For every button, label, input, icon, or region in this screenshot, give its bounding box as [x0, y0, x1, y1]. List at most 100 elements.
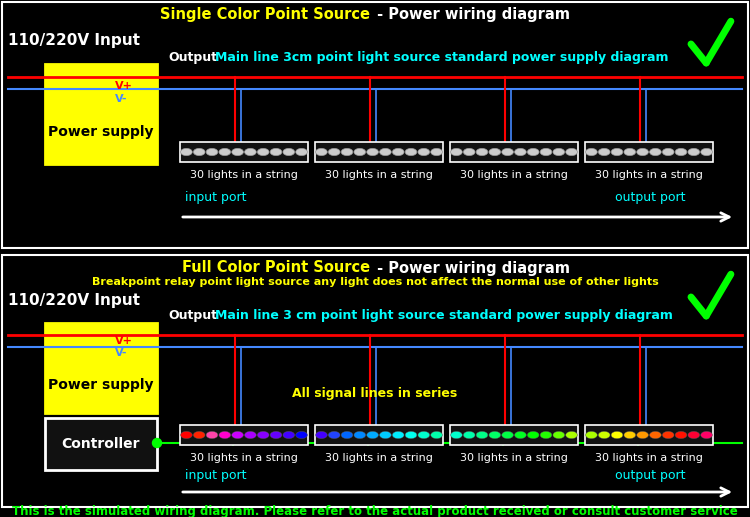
Text: Breakpoint relay point light source any light does not affect the normal use of : Breakpoint relay point light source any … [92, 277, 658, 287]
Ellipse shape [244, 148, 256, 156]
Ellipse shape [296, 431, 307, 438]
Text: output port: output port [615, 190, 686, 204]
Ellipse shape [586, 431, 597, 438]
Ellipse shape [430, 148, 442, 156]
Bar [315, 142, 443, 162]
Text: This is the simulated wiring diagram. Please refer to the actual product receive: This is the simulated wiring diagram. Pl… [12, 505, 738, 517]
Text: input port: input port [185, 190, 247, 204]
Text: 30 lights in a string: 30 lights in a string [460, 453, 568, 463]
Ellipse shape [341, 431, 352, 438]
Bar [2, 2, 748, 248]
Text: V-: V- [115, 348, 127, 358]
Ellipse shape [675, 431, 687, 438]
Text: Controller: Controller [62, 437, 140, 451]
Ellipse shape [700, 148, 712, 156]
Text: - Power wiring diagram: - Power wiring diagram [372, 8, 570, 23]
Ellipse shape [502, 148, 514, 156]
Ellipse shape [206, 148, 218, 156]
Ellipse shape [354, 148, 366, 156]
Ellipse shape [257, 148, 269, 156]
Ellipse shape [418, 148, 430, 156]
Ellipse shape [451, 431, 462, 438]
Ellipse shape [380, 148, 392, 156]
Text: 30 lights in a string: 30 lights in a string [325, 170, 433, 180]
Ellipse shape [367, 148, 379, 156]
Bar [180, 142, 308, 162]
Ellipse shape [662, 148, 674, 156]
Bar [180, 425, 308, 445]
Text: All signal lines in series: All signal lines in series [292, 387, 458, 400]
Text: Output: Output [168, 51, 217, 64]
Ellipse shape [296, 148, 307, 156]
Text: Single Color Point Source: Single Color Point Source [160, 8, 370, 23]
Ellipse shape [316, 431, 327, 438]
Bar [2, 255, 748, 507]
Ellipse shape [367, 431, 379, 438]
Ellipse shape [464, 148, 475, 156]
Ellipse shape [283, 148, 295, 156]
Ellipse shape [354, 431, 366, 438]
Text: output port: output port [615, 468, 686, 481]
Text: V+: V+ [115, 81, 132, 91]
Ellipse shape [194, 431, 205, 438]
Ellipse shape [688, 148, 700, 156]
Ellipse shape [650, 148, 662, 156]
Ellipse shape [476, 431, 488, 438]
Ellipse shape [283, 431, 295, 438]
Ellipse shape [219, 431, 231, 438]
Ellipse shape [566, 431, 578, 438]
Ellipse shape [553, 431, 565, 438]
Text: input port: input port [185, 468, 247, 481]
Ellipse shape [152, 438, 161, 448]
Bar [45, 64, 157, 164]
Ellipse shape [464, 431, 475, 438]
Ellipse shape [566, 148, 578, 156]
Ellipse shape [637, 431, 649, 438]
Bar [585, 425, 713, 445]
Ellipse shape [392, 431, 404, 438]
Ellipse shape [688, 431, 700, 438]
Bar [450, 142, 578, 162]
Ellipse shape [540, 148, 552, 156]
Ellipse shape [489, 431, 501, 438]
Ellipse shape [624, 431, 636, 438]
Ellipse shape [489, 148, 501, 156]
Text: Power supply: Power supply [48, 378, 154, 392]
Ellipse shape [598, 148, 610, 156]
Text: 30 lights in a string: 30 lights in a string [460, 170, 568, 180]
Bar [315, 425, 443, 445]
Text: 30 lights in a string: 30 lights in a string [190, 170, 298, 180]
Ellipse shape [553, 148, 565, 156]
Text: V+: V+ [115, 336, 132, 346]
Ellipse shape [451, 148, 462, 156]
Text: V-: V- [115, 94, 127, 104]
Text: - Power wiring diagram: - Power wiring diagram [372, 261, 570, 276]
Ellipse shape [232, 148, 244, 156]
Ellipse shape [637, 148, 649, 156]
Ellipse shape [527, 431, 539, 438]
Ellipse shape [244, 431, 256, 438]
Bar [45, 418, 157, 470]
Text: 30 lights in a string: 30 lights in a string [190, 453, 298, 463]
Bar [585, 142, 713, 162]
Text: 30 lights in a string: 30 lights in a string [595, 453, 703, 463]
Text: 30 lights in a string: 30 lights in a string [595, 170, 703, 180]
Ellipse shape [611, 148, 622, 156]
Text: Main line 3 cm point light source standard power supply diagram: Main line 3 cm point light source standa… [215, 309, 673, 322]
Text: 110/220V Input: 110/220V Input [8, 293, 140, 308]
Ellipse shape [270, 431, 282, 438]
Ellipse shape [392, 148, 404, 156]
Ellipse shape [405, 148, 417, 156]
Text: 110/220V Input: 110/220V Input [8, 33, 140, 48]
Ellipse shape [181, 148, 192, 156]
Ellipse shape [675, 148, 687, 156]
Ellipse shape [257, 431, 269, 438]
Ellipse shape [328, 431, 340, 438]
Ellipse shape [514, 431, 526, 438]
Ellipse shape [232, 431, 244, 438]
Ellipse shape [598, 431, 610, 438]
Text: Output: Output [168, 309, 217, 322]
Ellipse shape [700, 431, 712, 438]
Ellipse shape [270, 148, 282, 156]
Ellipse shape [219, 148, 231, 156]
